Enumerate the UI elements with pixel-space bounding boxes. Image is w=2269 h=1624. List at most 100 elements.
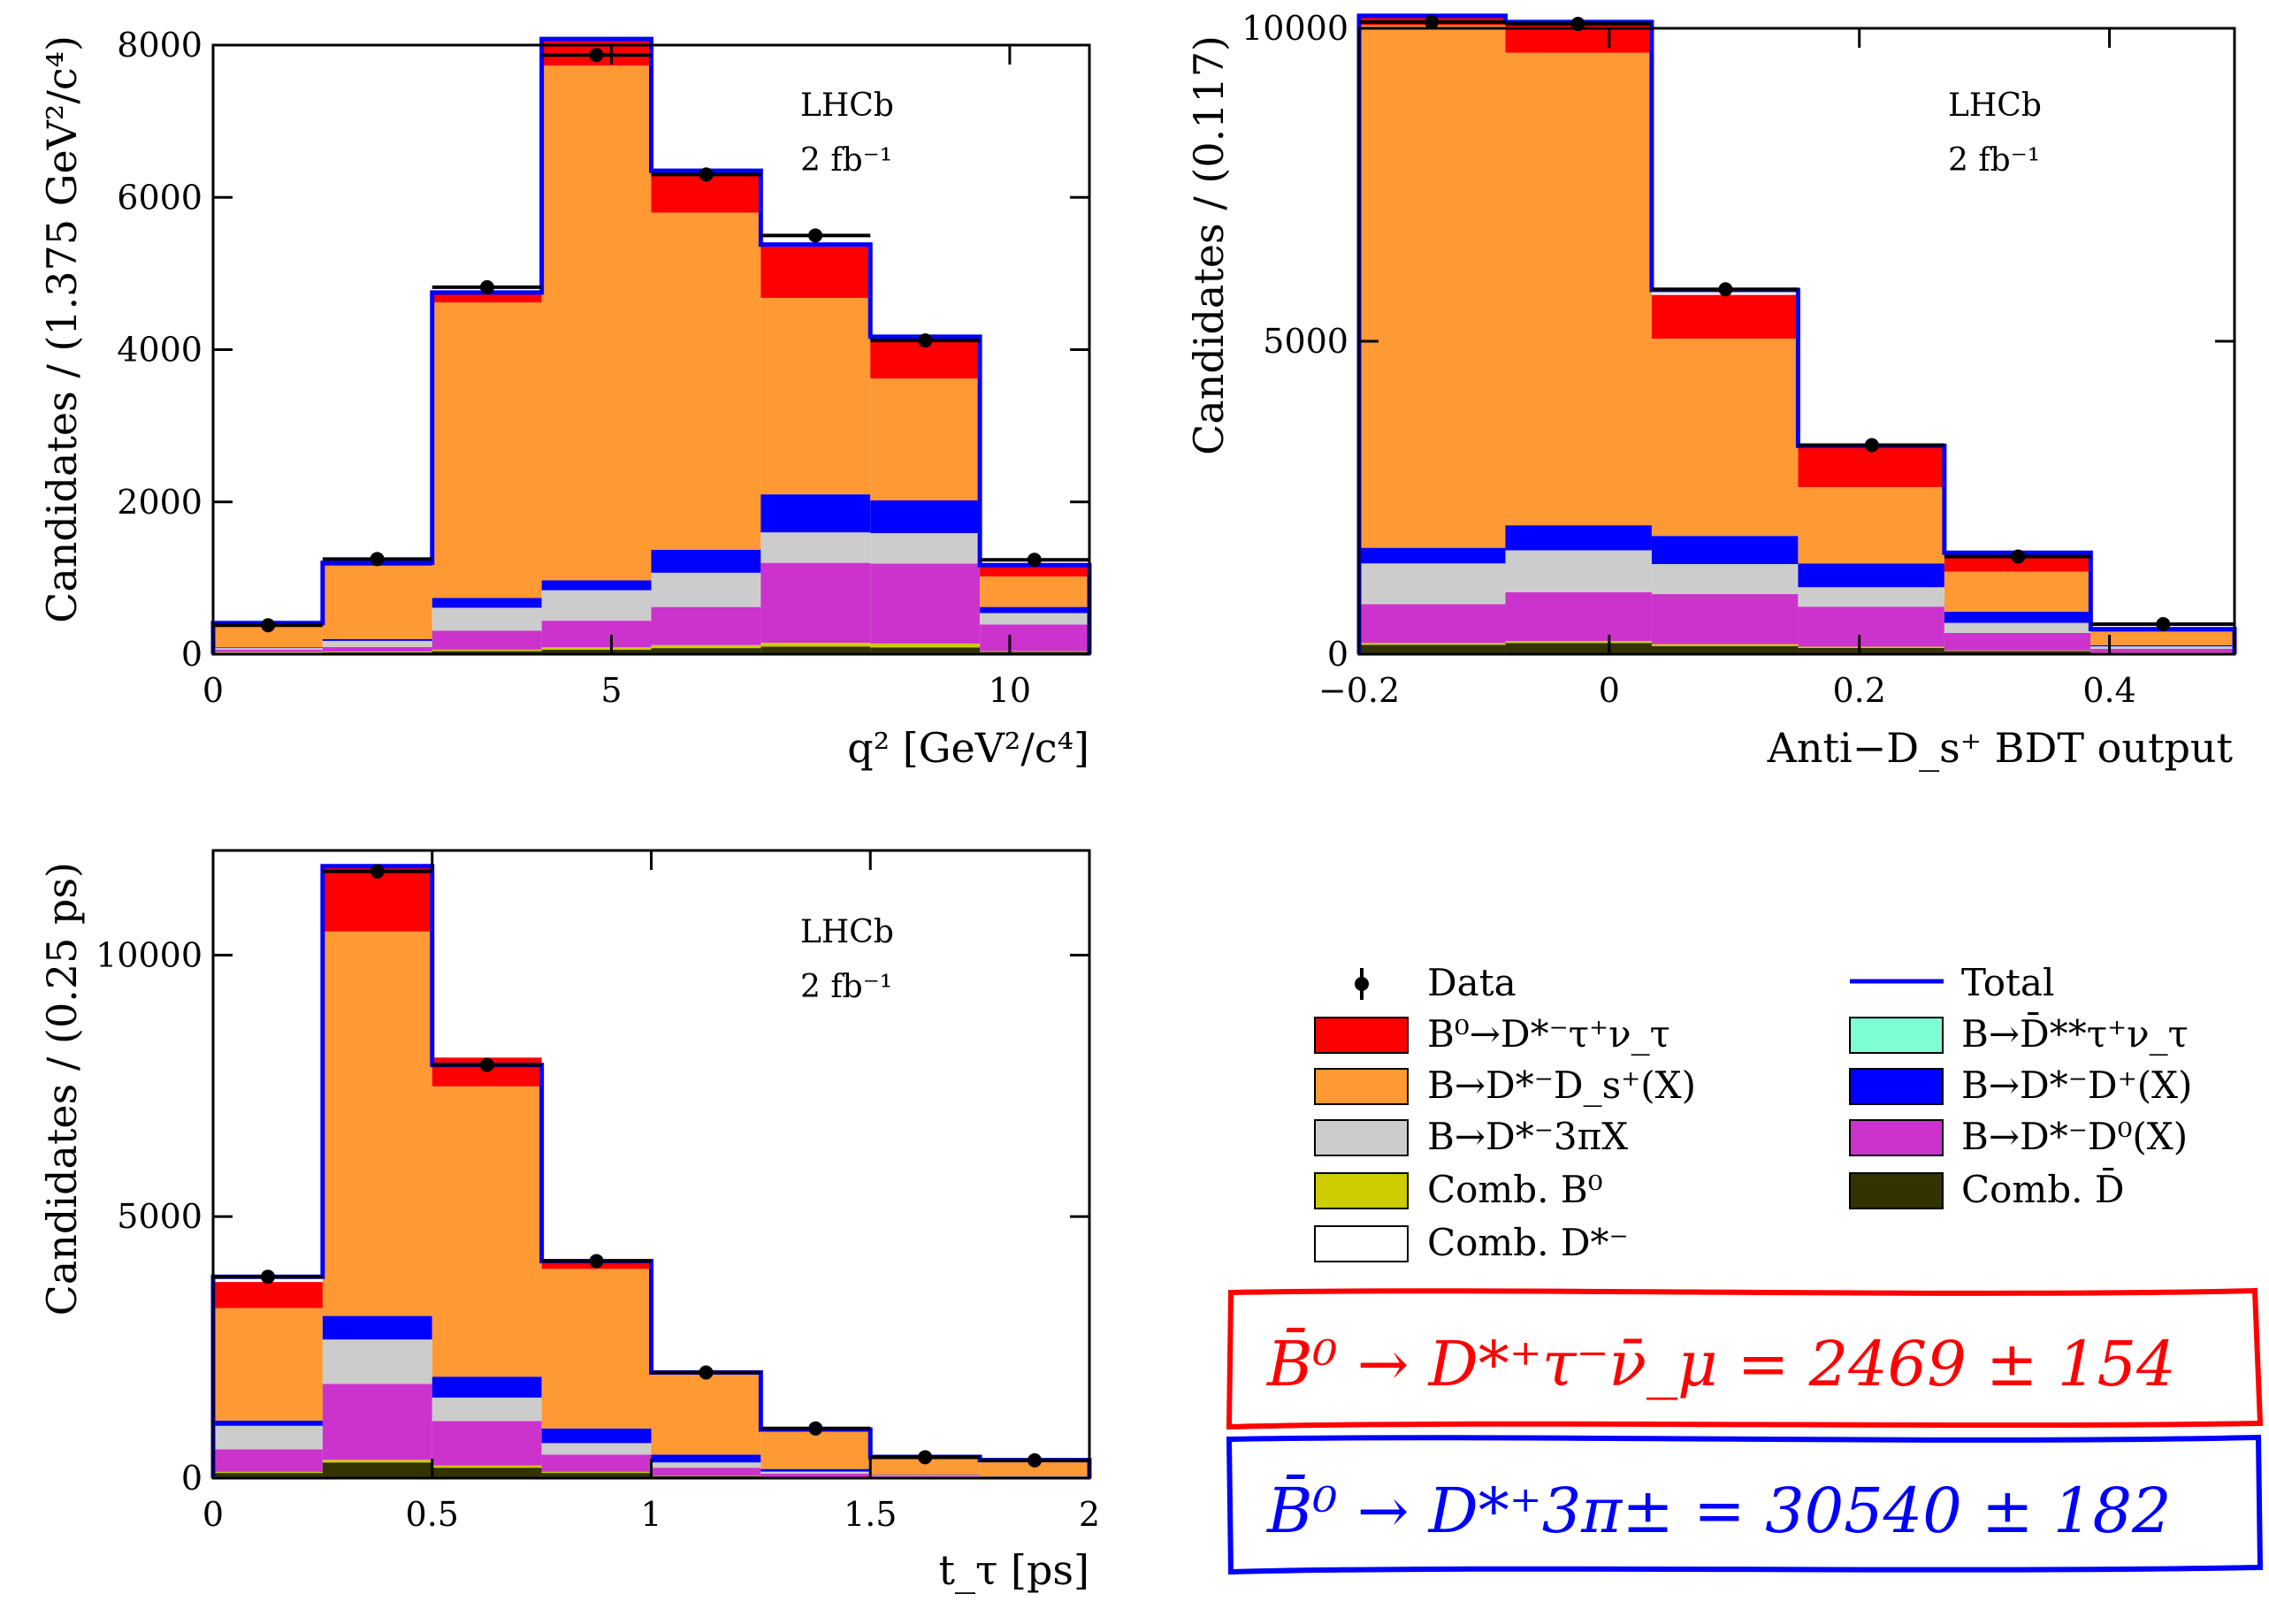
- q2-xtick-label-2: 10: [989, 671, 1031, 710]
- q2-xlabel: q² [GeV²/c⁴]: [847, 724, 1089, 772]
- bdt-ytick-label-0: 0: [1327, 635, 1348, 674]
- ttau-bar-comb_dbar-0: [213, 1473, 323, 1478]
- ttau-xtick-label-1: 0.5: [406, 1495, 459, 1534]
- ttau-bar-comb_dbar-2: [432, 1468, 542, 1478]
- ttau-annotation-lhcb: LHCb: [800, 914, 894, 950]
- ttau-bar-dstar_dplus-2: [432, 1376, 542, 1398]
- ttau-annotation-lumi: 2 fb⁻¹: [800, 969, 892, 1005]
- ttau-xtick-label-0: 0: [202, 1495, 224, 1534]
- q2-data-point-0: [261, 618, 276, 633]
- bdt-data-point-2: [1718, 282, 1733, 297]
- bdt-xtick-label-3: 0.4: [2082, 671, 2135, 710]
- ttau-xtick-label-4: 2: [1079, 1495, 1100, 1534]
- q2-data-point-6: [918, 333, 933, 348]
- q2-bar-signal-2: [432, 292, 542, 303]
- q2-bar-dstar_dplus-4: [651, 550, 761, 573]
- ttau-stacked-bars: [213, 865, 1089, 1478]
- ttau-bar-dstar_ds-1: [322, 931, 432, 1316]
- ttau-bar-dstar_3pi-0: [213, 1425, 323, 1450]
- ttau-xtick-label-2: 1: [640, 1495, 661, 1534]
- ttau-data-point-1: [370, 864, 385, 879]
- q2-bar-dstar_3pi-1: [322, 640, 432, 647]
- bdt-bar-dstar_ds-0: [1359, 25, 1506, 548]
- legend-item-comb-b0: Comb. B⁰: [1314, 1168, 1603, 1211]
- q2-data-point-5: [808, 228, 823, 243]
- bdt-bar-dstar_3pi-5: [2090, 646, 2235, 649]
- q2-data-point-4: [699, 167, 714, 182]
- bdt-total-line: [1356, 13, 2237, 654]
- legend-total-label: Total: [1961, 961, 2054, 1004]
- q2-bar-comb_b0-5: [760, 643, 871, 647]
- ttau-bar-dstar_d0-0: [213, 1449, 323, 1472]
- q2-bar-dstar_d0-5: [760, 562, 871, 644]
- legend-item-comb-dstar: Comb. D*⁻: [1314, 1221, 1629, 1264]
- legend-data: Data: [1355, 961, 1516, 1004]
- ttau-bar-comb_b0-4: [651, 1475, 761, 1476]
- bdt-bar-dstar_d0-2: [1651, 594, 1799, 644]
- q2-bar-dstar_d0-1: [322, 646, 432, 652]
- ttau-bar-dstar_3pi-3: [541, 1443, 652, 1455]
- ttau-bar-dstar_ds-7: [980, 1460, 1089, 1476]
- legend-dstar-ds-label: B→D*⁻D_s⁺(X): [1427, 1064, 1696, 1107]
- q2-bar-dstar_ds-2: [432, 302, 542, 599]
- panel-q2: 0 5 10 0 2000 4000 6000 8000 LHCb 2 fb⁻¹ q² [Ge…: [38, 26, 1092, 772]
- q2-bar-dstar_ds-6: [870, 378, 981, 501]
- q2-annotation-lhcb: LHCb: [800, 88, 894, 124]
- bdt-stacked-bars: [1359, 15, 2235, 654]
- ttau-data-point-6: [918, 1450, 933, 1465]
- ttau-ticks: 0 0.5 1 1.5 2 0 5000 10000: [95, 850, 1100, 1534]
- ttau-bar-dstar_dplus-4: [651, 1454, 761, 1463]
- ttau-xtick-label-3: 1.5: [844, 1495, 897, 1534]
- ttau-ytick-label-2: 10000: [95, 935, 202, 974]
- bdt-data-point-3: [1864, 438, 1879, 453]
- legend-total: Total: [1850, 961, 2054, 1004]
- bdt-bar-dstar_3pi-2: [1651, 564, 1799, 595]
- q2-bar-comb_b0-2: [432, 649, 542, 652]
- legend-item-dstar-ds: B→D*⁻D_s⁺(X): [1314, 1064, 1696, 1107]
- legend-item-comb-dbar: Comb. D̄: [1849, 1166, 2125, 1211]
- bdt-data-point-4: [2011, 549, 2026, 564]
- ttau-bar-dstar_d0-4: [651, 1468, 761, 1476]
- legend-dstar-3pi-label: B→D*⁻3πX: [1427, 1115, 1628, 1158]
- bdt-bar-comb_b0-3: [1798, 646, 1944, 648]
- q2-bar-dstar_d0-7: [980, 624, 1089, 652]
- q2-data-point-7: [1027, 553, 1042, 568]
- bdt-bar-dstar_ds-3: [1798, 486, 1944, 564]
- ttau-data-point-4: [699, 1365, 714, 1380]
- result-3pi-text: B̄⁰ → D*⁺3π± = 30540 ± 182: [1265, 1474, 2172, 1547]
- bdt-bar-comb_dbar-1: [1505, 643, 1652, 654]
- result-box-tau: B̄⁰ → D*⁺τ⁻ν̄_μ = 2469 ± 154: [1226, 1287, 2264, 1430]
- ttau-bar-comb_b0-3: [541, 1471, 652, 1474]
- bdt-bar-dstar_ds-4: [1944, 571, 2091, 612]
- legend-item-signal: B⁰→D*⁻τ⁺ν_τ: [1314, 1012, 1670, 1056]
- bdt-bar-dstar_3pi-3: [1798, 587, 1944, 607]
- legend-signal-label: B⁰→D*⁻τ⁺ν_τ: [1427, 1012, 1670, 1056]
- legend-data-label: Data: [1427, 961, 1516, 1004]
- ttau-bar-dstar_ds-2: [432, 1086, 542, 1377]
- q2-data-point-2: [479, 279, 494, 294]
- q2-bar-comb_b0-4: [651, 644, 761, 649]
- q2-bar-comb_b0-6: [870, 643, 981, 648]
- q2-bar-signal-5: [760, 244, 871, 298]
- result-tau-text: B̄⁰ → D*⁺τ⁻ν̄_μ = 2469 ± 154: [1265, 1327, 2176, 1400]
- q2-ytick-label-4: 8000: [117, 26, 202, 65]
- q2-bar-comb_b0-3: [541, 647, 652, 650]
- legend-dstar-dplus-label: B→D*⁻D⁺(X): [1961, 1064, 2192, 1107]
- ttau-ylabel: Candidates / (0.25 ps): [38, 862, 86, 1315]
- ttau-bar-dstar_ds-0: [213, 1308, 323, 1421]
- ttau-ytick-label-0: 0: [181, 1459, 202, 1498]
- bdt-bar-comb_b0-4: [1944, 650, 2091, 652]
- q2-bar-dstar_d0-0: [213, 649, 323, 652]
- bdt-bar-dstar_d0-5: [2090, 648, 2235, 653]
- bdt-bar-dstar_ds-1: [1505, 52, 1652, 526]
- q2-bar-dstar_3pi-7: [980, 613, 1089, 625]
- ttau-bar-signal-0: [213, 1282, 323, 1308]
- q2-stacked-bars: [213, 39, 1089, 654]
- ttau-data-point-3: [589, 1254, 604, 1269]
- ttau-bar-dstar_dplus-0: [213, 1420, 323, 1426]
- ttau-bar-dstar_d0-3: [541, 1454, 652, 1472]
- bdt-bar-signal-2: [1651, 294, 1799, 339]
- bdt-bar-dstar_dplus-0: [1359, 547, 1506, 564]
- q2-bar-dstar_3pi-6: [870, 533, 981, 564]
